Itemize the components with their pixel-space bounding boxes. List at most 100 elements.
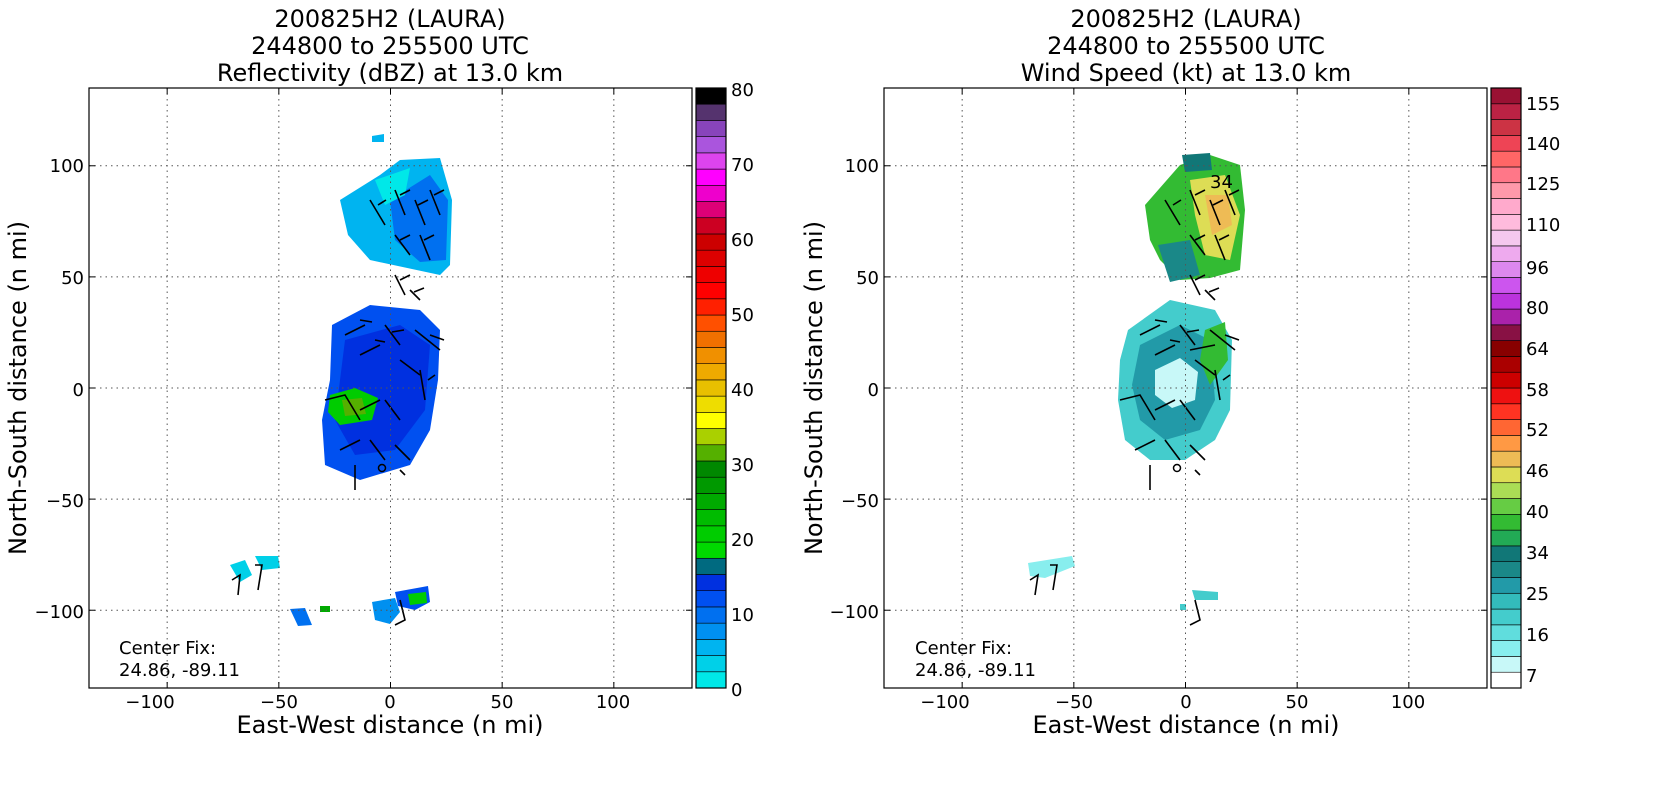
right-cbar-bin-22 — [1490, 324, 1522, 341]
right-xtick-1: −100 — [920, 692, 969, 713]
left-cbar-bin-9 — [695, 525, 727, 543]
left-cbar-tick-2: 70 — [731, 155, 754, 176]
left-title-line3: Reflectivity (dBZ) at 13.0 km — [217, 59, 563, 87]
right-xtick-2: −50 — [1055, 692, 1093, 713]
left-cbar-bin-29 — [695, 201, 727, 219]
left-cbar-bin-7 — [695, 557, 727, 575]
right-cbar-tick-15: 7 — [1526, 666, 1537, 687]
left-cbar-bin-26 — [695, 249, 727, 267]
left-cbar-tick-6: 30 — [731, 455, 754, 476]
refl-speck — [372, 134, 384, 142]
right-cbar-bin-28 — [1490, 229, 1522, 247]
left-cbar-bin-22 — [695, 314, 727, 332]
right-cbar-bin-34 — [1490, 135, 1522, 152]
left-center-marker — [377, 463, 387, 473]
left-cbar-bin-32 — [695, 152, 727, 170]
contour-label-34: 34 — [1210, 172, 1233, 193]
right-xtick-4: 50 — [1286, 692, 1309, 713]
right-cbar-bin-27 — [1490, 245, 1522, 262]
left-xtick-1: −100 — [125, 692, 174, 713]
wind-barbs-right — [1029, 189, 1240, 626]
left-ytick-4: −50 — [46, 491, 84, 512]
right-xtick-5: 100 — [1391, 692, 1425, 713]
right-cbar-bin-2 — [1490, 640, 1522, 657]
right-cbar-tick-5: 96 — [1526, 258, 1549, 279]
left-cbar-bin-10 — [695, 509, 727, 527]
wind-south-1 — [1028, 556, 1075, 578]
right-cbar-bin-16 — [1490, 419, 1522, 436]
right-cbar-bin-1 — [1490, 656, 1522, 673]
right-ytick-2: 50 — [856, 268, 879, 289]
left-ytick-2: 50 — [61, 268, 84, 289]
left-cbar-bin-11 — [695, 493, 727, 510]
right-cbar-bin-19 — [1490, 371, 1522, 389]
right-ytick-5: −100 — [830, 602, 879, 623]
right-xlabel: East-West distance (n mi) — [1032, 711, 1339, 739]
left-cbar-tick-7: 20 — [731, 530, 754, 551]
left-center-fix-value: 24.86, -89.11 — [119, 660, 240, 681]
right-cbar-tick-12: 34 — [1526, 543, 1549, 564]
wind-south-3 — [1180, 604, 1186, 610]
right-cbar-bin-29 — [1490, 214, 1522, 231]
left-cbar-bin-34 — [695, 120, 727, 137]
right-cbar-tick-9: 52 — [1526, 420, 1549, 441]
wind-south-2 — [1192, 590, 1218, 600]
right-cbar-tick-3: 125 — [1526, 174, 1560, 195]
left-cbar-bin-12 — [695, 476, 727, 494]
right-ticks — [884, 88, 1487, 688]
left-cbar-bin-8 — [695, 541, 727, 559]
left-title-line2: 244800 to 255500 UTC — [251, 32, 529, 60]
right-cbar-tick-1: 155 — [1526, 94, 1560, 115]
left-cbar-bin-27 — [695, 233, 727, 251]
right-cbar-bin-18 — [1490, 387, 1522, 405]
left-cbar-bin-0 — [695, 671, 727, 689]
left-xtick-5: 100 — [596, 692, 630, 713]
left-xtick-4: 50 — [491, 692, 514, 713]
left-center-fix-label: Center Fix: — [119, 638, 216, 659]
left-cbar-bin-20 — [695, 347, 727, 364]
right-cbar-tick-6: 80 — [1526, 298, 1549, 319]
right-cbar-bin-23 — [1490, 308, 1522, 326]
right-cbar-tick-11: 40 — [1526, 502, 1549, 523]
right-ytick-3: 0 — [868, 380, 879, 401]
right-cbar-bin-3 — [1490, 624, 1522, 641]
right-cbar-bin-25 — [1490, 277, 1522, 294]
left-cbar-bin-23 — [695, 298, 727, 316]
right-cbar-bin-30 — [1490, 198, 1522, 215]
left-cbar-bin-18 — [695, 379, 727, 397]
right-xtick-3: 0 — [1180, 692, 1191, 713]
right-cbar-tick-4: 110 — [1526, 215, 1560, 236]
right-cbar-tick-10: 46 — [1526, 461, 1549, 482]
left-gridlines — [89, 88, 692, 688]
right-cbar-bin-24 — [1490, 292, 1522, 310]
right-title-line1: 200825H2 (LAURA) — [1070, 5, 1301, 33]
left-ylabel: North-South distance (n mi) — [4, 221, 32, 555]
refl-south-3 — [290, 608, 312, 626]
left-title-line1: 200825H2 (LAURA) — [274, 5, 505, 33]
left-cbar-bin-31 — [695, 168, 727, 186]
right-cbar-bin-14 — [1490, 450, 1522, 468]
left-cbar-bin-17 — [695, 395, 727, 413]
left-cbar-bin-6 — [695, 574, 727, 592]
right-cbar-bin-5 — [1490, 592, 1522, 610]
right-cbar-bin-7 — [1490, 561, 1522, 578]
right-cbar-tick-8: 58 — [1526, 380, 1549, 401]
left-colorbar-frame — [695, 87, 727, 689]
left-cbar-bin-19 — [695, 363, 727, 381]
right-gridlines — [884, 88, 1487, 688]
right-ytick-4: −50 — [841, 491, 879, 512]
left-cbar-bin-36 — [695, 87, 727, 105]
left-cbar-tick-3: 60 — [731, 230, 754, 251]
right-cbar-bin-37 — [1490, 87, 1522, 105]
wind-barbs-left — [231, 189, 445, 626]
left-cbar-tick-1: 80 — [731, 80, 754, 101]
refl-core-inner — [335, 325, 430, 455]
left-ticks — [89, 88, 692, 688]
right-ylabel: North-South distance (n mi) — [800, 221, 828, 555]
right-cbar-bin-8 — [1490, 545, 1522, 562]
right-center-fix-value: 24.86, -89.11 — [915, 660, 1036, 681]
left-cbar-bin-14 — [695, 444, 727, 462]
windspeed-field: 34 — [1028, 153, 1245, 626]
left-xlabel: East-West distance (n mi) — [236, 711, 543, 739]
